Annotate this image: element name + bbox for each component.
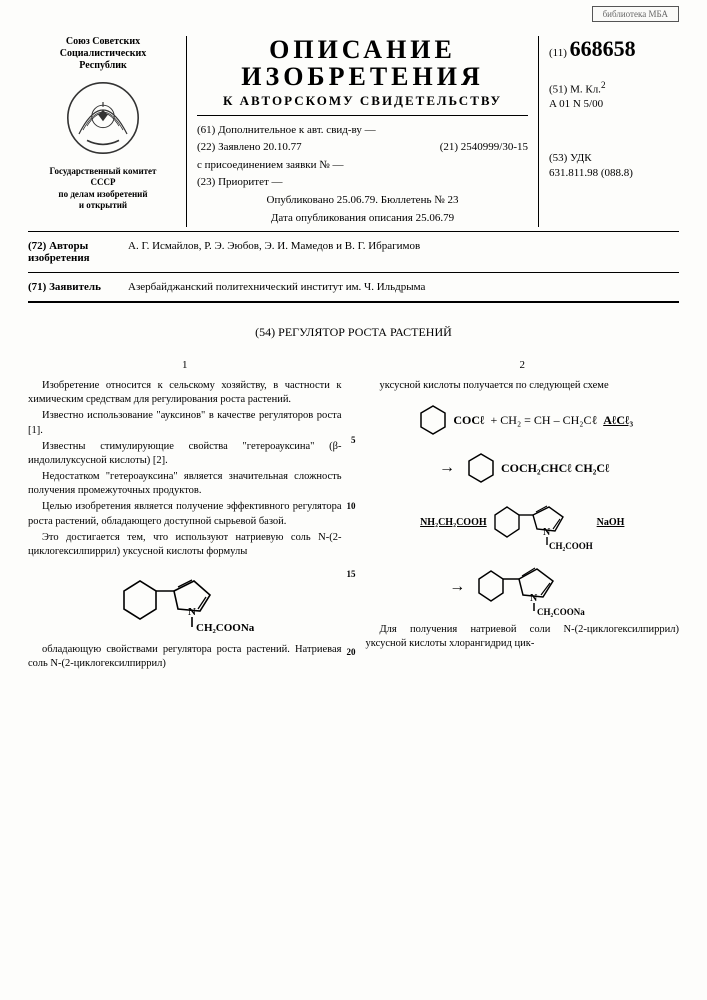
col1-p1: Изобретение относится к сельскому хозяйс… bbox=[28, 379, 342, 407]
applicant-section: (71) Заявитель Азербайджанский политехни… bbox=[28, 273, 679, 303]
formula-label: CH₂COONa bbox=[196, 622, 255, 634]
authors-value: А. Г. Исмайлов, Р. Э. Эюбов, Э. И. Мамед… bbox=[128, 240, 679, 264]
code53-val: 631.811.98 (088.8) bbox=[549, 167, 633, 179]
column-2: 2 уксусной кислоты получается по следующ… bbox=[366, 358, 680, 673]
biblio-block: (61) Дополнительное к авт. свид-ву — (22… bbox=[197, 116, 528, 228]
body-columns: 1 Изобретение относится к сельскому хозя… bbox=[28, 358, 679, 673]
biblio-pub: Опубликовано 25.06.79. Бюллетень № 23 bbox=[197, 192, 528, 210]
code51-label: (51) М. Кл. bbox=[549, 84, 601, 96]
applicant-label: (71) Заявитель bbox=[28, 281, 128, 293]
doc-title-sub: К АВТОРСКОМУ СВИДЕТЕЛЬСТВУ bbox=[197, 93, 528, 116]
col1-p6: Это достигается тем, что используют натр… bbox=[28, 531, 342, 559]
doc-title-main: ОПИСАНИЕ ИЗОБРЕТЕНИЯ bbox=[197, 36, 528, 91]
cyclohexane-icon bbox=[411, 399, 453, 441]
svg-text:CH₂COOH: CH₂COOH bbox=[549, 541, 593, 551]
biblio-61: (61) Дополнительное к авт. свид-ву — bbox=[197, 122, 528, 140]
line-num-10: 10 bbox=[347, 500, 356, 512]
arrow-icon: → bbox=[439, 457, 455, 479]
line-num-5: 5 bbox=[351, 434, 356, 446]
scheme3-right: NaOH bbox=[597, 516, 625, 530]
page: библиотека МБА Союз Советских Социалисти… bbox=[0, 0, 707, 1000]
biblio-date: Дата опубликования описания 25.06.79 bbox=[197, 210, 528, 228]
biblio-23: (23) Приоритет — bbox=[197, 174, 528, 192]
line-num-20: 20 bbox=[347, 646, 356, 658]
col1-p7: обладающую свойствами регулятора роста р… bbox=[28, 643, 342, 671]
svg-text:N: N bbox=[188, 606, 196, 618]
code-51: (51) М. Кл.2 A 01 N 5/00 bbox=[549, 80, 679, 111]
column-1: 1 Изобретение относится к сельскому хозя… bbox=[28, 358, 342, 673]
arrow-icon: → bbox=[449, 576, 465, 598]
header-left: Союз Советских Социалистических Республи… bbox=[28, 36, 187, 227]
col1-p2: Известно использование "ауксинов" в каче… bbox=[28, 409, 342, 437]
patent-number-row: (11) 668658 bbox=[549, 36, 679, 62]
cyclohexane-icon bbox=[459, 447, 501, 489]
state-emblem bbox=[63, 78, 143, 158]
col1-p4: Недостатком "гетероауксина" является зна… bbox=[28, 470, 342, 498]
authors-label: (72) Авторы изобретения bbox=[28, 240, 128, 264]
col1-p5: Целью изобретения является получение эфф… bbox=[28, 500, 342, 528]
authors-section: (72) Авторы изобретения А. Г. Исмайлов, … bbox=[28, 232, 679, 273]
header-middle: ОПИСАНИЕ ИЗОБРЕТЕНИЯ К АВТОРСКОМУ СВИДЕТ… bbox=[187, 36, 538, 227]
biblio-21: (21) 2540999/30-15 bbox=[440, 139, 528, 157]
code51-sup: 2 bbox=[601, 80, 606, 90]
library-stamp: библиотека МБА bbox=[592, 6, 679, 22]
patent-number: 668658 bbox=[570, 36, 636, 61]
col1-p3: Известны стимулирующие свойства "гетероа… bbox=[28, 440, 342, 468]
svg-text:N: N bbox=[530, 593, 538, 604]
pyrrole-struct-icon: N CH₂COOH bbox=[487, 495, 597, 551]
formula-main: N CH₂COONa bbox=[28, 567, 342, 635]
header-section: Союз Советских Социалистических Республи… bbox=[28, 36, 679, 232]
scheme-row-2: → COCH₂CHCℓ CH₂Cℓ bbox=[366, 447, 680, 489]
scheme1-plus: + CH₂ = CH – CH₂Cℓ bbox=[491, 412, 598, 428]
svg-text:N: N bbox=[543, 527, 551, 538]
stamp-text: библиотека МБА bbox=[603, 9, 668, 19]
scheme3-left: NH₂CH₂COOH bbox=[420, 516, 487, 530]
col1-num: 1 bbox=[28, 358, 342, 373]
country-name: Союз Советских Социалистических Республи… bbox=[28, 36, 178, 72]
scheme1-r1: COCℓ bbox=[453, 412, 484, 428]
col2-num: 2 bbox=[366, 358, 680, 373]
invention-title: (54) РЕГУЛЯТОР РОСТА РАСТЕНИЙ bbox=[28, 325, 679, 340]
applicant-value: Азербайджанский политехнический институт… bbox=[128, 281, 679, 293]
code-53: (53) УДК 631.811.98 (088.8) bbox=[549, 151, 679, 180]
patent-code: (11) bbox=[549, 47, 567, 59]
product-struct-icon: N CH₂COONa bbox=[469, 557, 599, 617]
biblio-pr: с присоединением заявки № — bbox=[197, 157, 528, 175]
scheme-row-3: NH₂CH₂COOH N CH₂COOH NaOH bbox=[366, 495, 680, 551]
code53-label: (53) УДК bbox=[549, 152, 592, 164]
committee-name: Государственный комитет СССР по делам из… bbox=[28, 166, 178, 211]
col2-p2: Для получения натриевой соли N-(2-циклог… bbox=[366, 623, 680, 651]
svg-text:CH₂COONa: CH₂COONa bbox=[537, 607, 585, 617]
scheme-row-4: → N CH₂COONa bbox=[366, 557, 680, 617]
line-num-15: 15 bbox=[347, 568, 356, 580]
col2-p1: уксусной кислоты получается по следующей… bbox=[366, 379, 680, 393]
biblio-22-21: (22) Заявлено 20.10.77 (21) 2540999/30-1… bbox=[197, 139, 528, 157]
biblio-22: (22) Заявлено 20.10.77 bbox=[197, 139, 302, 157]
scheme-row-1: COCℓ + CH₂ = CH – CH₂Cℓ AℓCℓ₃ bbox=[366, 399, 680, 441]
scheme1-cat: AℓCℓ₃ bbox=[603, 412, 633, 428]
code51-val: A 01 N 5/00 bbox=[549, 98, 603, 110]
header-right: (11) 668658 (51) М. Кл.2 A 01 N 5/00 (53… bbox=[538, 36, 679, 227]
scheme2-text: COCH₂CHCℓ CH₂Cℓ bbox=[501, 460, 610, 476]
